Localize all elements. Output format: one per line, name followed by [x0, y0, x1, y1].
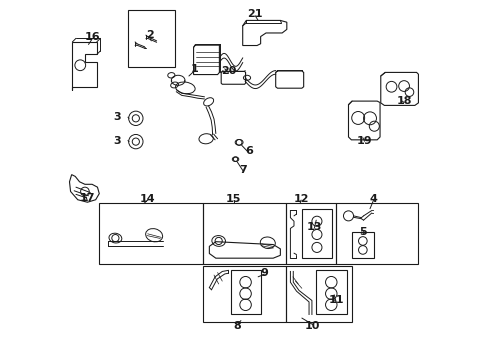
Text: 21: 21 [247, 9, 263, 19]
Text: 2: 2 [145, 30, 153, 40]
Text: 11: 11 [327, 295, 343, 305]
Text: 17: 17 [80, 193, 95, 203]
Text: 10: 10 [305, 321, 320, 331]
Text: 6: 6 [244, 146, 252, 156]
Text: 5: 5 [358, 227, 366, 237]
Bar [99, 203, 203, 264]
Text: 16: 16 [84, 32, 100, 41]
Bar [285, 203, 335, 264]
Text: 19: 19 [356, 136, 372, 145]
Text: 3: 3 [113, 112, 121, 122]
Text: 12: 12 [293, 194, 308, 204]
Text: 3: 3 [113, 136, 121, 145]
Text: 13: 13 [306, 222, 322, 231]
Bar [128, 10, 174, 67]
Bar [203, 203, 285, 264]
Text: 7: 7 [239, 165, 247, 175]
Text: 8: 8 [233, 321, 241, 331]
Bar [203, 266, 285, 321]
Bar [285, 266, 351, 321]
Text: 4: 4 [369, 194, 377, 204]
Text: 14: 14 [140, 194, 155, 204]
Text: 9: 9 [260, 268, 267, 278]
Text: 1: 1 [190, 64, 198, 74]
Text: 15: 15 [225, 194, 241, 204]
Text: 20: 20 [220, 66, 236, 76]
Bar [335, 203, 418, 264]
Text: 18: 18 [395, 96, 411, 106]
